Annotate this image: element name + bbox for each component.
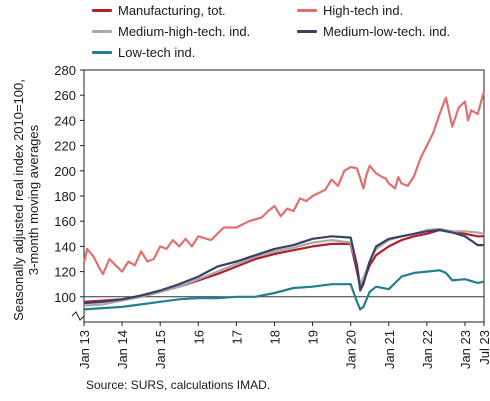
y-tick-label: 180 bbox=[54, 189, 76, 204]
legend-item-medium-high-tech: Medium-high-tech. ind. bbox=[92, 24, 250, 39]
plot-frame bbox=[83, 69, 485, 323]
legend-swatch bbox=[92, 9, 112, 12]
legend-item-manufacturing: Manufacturing, tot. bbox=[92, 3, 226, 18]
y-tick-label: 260 bbox=[54, 88, 76, 103]
x-tick-label: 17 bbox=[229, 330, 244, 344]
legend-item-high-tech: High-tech ind. bbox=[297, 3, 403, 18]
x-tick-label: Jan 21 bbox=[382, 330, 397, 369]
legend-label: Low-tech ind. bbox=[118, 45, 196, 60]
legend-swatch bbox=[92, 51, 112, 54]
x-tick-label: Jul 23 bbox=[477, 330, 490, 365]
series-line-1 bbox=[82, 91, 486, 276]
series-line-3 bbox=[83, 228, 484, 305]
legend-swatch bbox=[297, 30, 317, 33]
y-tick-label: 160 bbox=[54, 214, 76, 229]
y-tick-label: 140 bbox=[54, 239, 76, 254]
y-tick-label: 100 bbox=[54, 290, 76, 305]
x-tick-label: Jan 22 bbox=[420, 330, 435, 369]
legend-label: High-tech ind. bbox=[323, 3, 404, 18]
x-tick-label: Jan 23 bbox=[458, 330, 473, 369]
legend-label: Manufacturing, tot. bbox=[118, 3, 226, 18]
x-tick-label: Jan 14 bbox=[115, 330, 130, 369]
x-tick-label: Jan 13 bbox=[77, 330, 92, 369]
y-tick-label: 200 bbox=[54, 164, 76, 179]
y-axis-title-line1: Seasonally adjusted real index 2010=100, bbox=[11, 79, 26, 321]
legend-item-low-tech: Low-tech ind. bbox=[92, 45, 195, 60]
x-tick-label: 19 bbox=[306, 330, 321, 344]
x-tick-label: 16 bbox=[191, 330, 206, 344]
legend-label: Medium-high-tech. ind. bbox=[118, 24, 251, 39]
y-tick-label: 280 bbox=[54, 63, 76, 78]
chart-legend: Manufacturing, tot. High-tech ind. Mediu… bbox=[92, 2, 487, 62]
axis-break-mark bbox=[71, 311, 85, 321]
y-tick-label: 120 bbox=[54, 265, 76, 280]
y-tick-label: 240 bbox=[54, 113, 76, 128]
x-tick-label: Jan 15 bbox=[153, 330, 168, 369]
series-line-2 bbox=[83, 227, 485, 307]
legend-item-medium-low-tech: Medium-low-tech. ind. bbox=[297, 24, 450, 39]
x-tick-label: Jan 20 bbox=[344, 330, 359, 369]
x-tick-label: 18 bbox=[267, 330, 282, 344]
legend-swatch bbox=[92, 30, 112, 33]
legend-label: Medium-low-tech. ind. bbox=[323, 24, 451, 39]
legend-swatch bbox=[297, 9, 317, 12]
y-axis-title-line2: 3-month moving averages bbox=[26, 124, 41, 276]
series-line-4 bbox=[83, 269, 485, 311]
y-tick-label: 220 bbox=[54, 139, 76, 154]
source-note: Source: SURS, calculations IMAD. bbox=[86, 378, 271, 392]
